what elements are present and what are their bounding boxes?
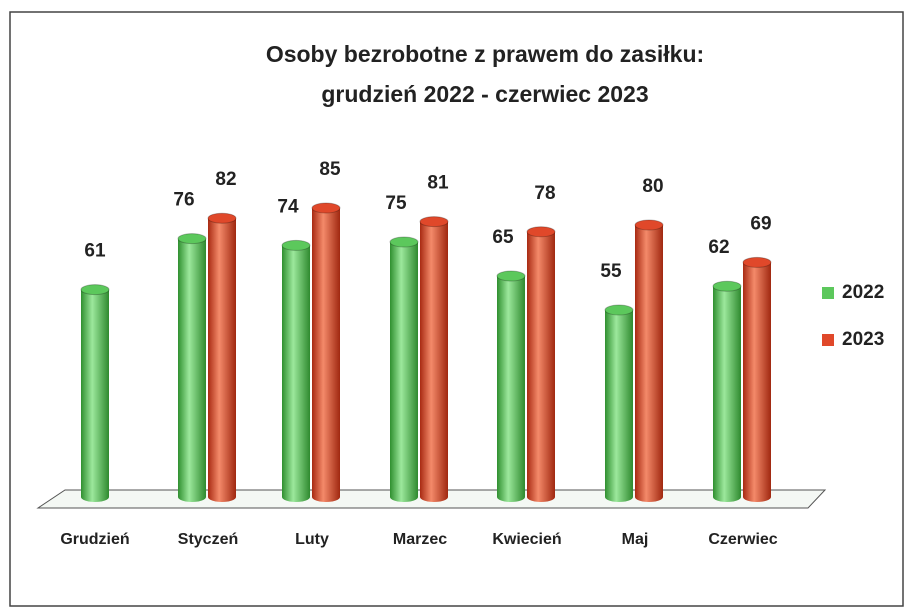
x-tick-label: Styczeń bbox=[178, 531, 238, 548]
bar-top bbox=[80, 284, 110, 296]
legend-label: 2023 bbox=[842, 329, 884, 350]
bar-top bbox=[389, 236, 419, 248]
bar-top bbox=[604, 304, 634, 316]
bar bbox=[713, 286, 741, 497]
bar bbox=[390, 242, 418, 497]
data-label: 82 bbox=[215, 169, 236, 190]
data-label: 75 bbox=[385, 193, 407, 214]
data-label: 76 bbox=[173, 190, 194, 211]
bar-top bbox=[207, 212, 237, 224]
bar-top bbox=[281, 239, 311, 251]
x-tick-label: Grudzień bbox=[60, 531, 129, 548]
bar bbox=[497, 276, 525, 497]
bar-top bbox=[311, 202, 341, 214]
bar-top bbox=[742, 256, 772, 268]
bar-top bbox=[496, 270, 526, 282]
data-label: 69 bbox=[750, 213, 771, 234]
bar-top bbox=[177, 233, 207, 245]
bar bbox=[282, 245, 310, 497]
bar-top bbox=[712, 280, 742, 292]
data-label: 61 bbox=[84, 241, 106, 262]
bar bbox=[208, 218, 236, 497]
x-tick-label: Marzec bbox=[393, 531, 447, 548]
bar bbox=[635, 225, 663, 497]
data-label: 81 bbox=[427, 173, 449, 194]
data-label: 74 bbox=[277, 196, 299, 217]
bar-top bbox=[634, 219, 664, 231]
data-label: 78 bbox=[534, 183, 555, 204]
chart-title: Osoby bezrobotne z prawem do zasiłku: bbox=[266, 41, 704, 67]
x-tick-label: Luty bbox=[295, 531, 329, 548]
x-tick-label: Maj bbox=[622, 531, 649, 548]
x-tick-label: Czerwiec bbox=[708, 531, 777, 548]
bar-top bbox=[526, 226, 556, 238]
bar bbox=[420, 221, 448, 497]
bar bbox=[81, 289, 109, 497]
legend-swatch bbox=[822, 334, 834, 346]
chart-title: grudzień 2022 - czerwiec 2023 bbox=[321, 81, 648, 107]
bar bbox=[527, 231, 555, 498]
legend-swatch bbox=[822, 287, 834, 299]
data-label: 62 bbox=[708, 237, 729, 258]
data-label: 55 bbox=[600, 261, 622, 282]
bar bbox=[605, 310, 633, 497]
data-label: 65 bbox=[492, 227, 514, 248]
bar bbox=[312, 208, 340, 497]
data-label: 80 bbox=[642, 176, 663, 197]
bar-top bbox=[419, 216, 449, 228]
bar bbox=[178, 238, 206, 497]
x-tick-label: Kwiecień bbox=[492, 531, 561, 548]
data-label: 85 bbox=[319, 159, 341, 180]
bar bbox=[743, 262, 771, 497]
legend-label: 2022 bbox=[842, 282, 884, 303]
